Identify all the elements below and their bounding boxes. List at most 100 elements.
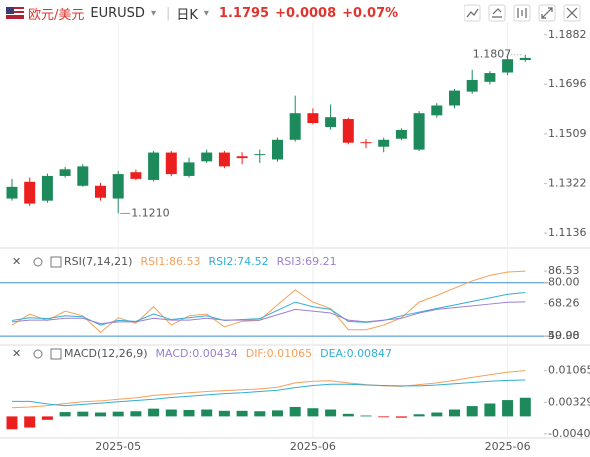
histogram-bar bbox=[360, 415, 372, 417]
eye-icon: ✕ bbox=[12, 255, 21, 268]
y-tick-label: 1.1136 bbox=[548, 226, 587, 239]
histogram-bar bbox=[519, 397, 531, 417]
eye-icon: ✕ bbox=[12, 347, 21, 360]
y-tick-label: 50.00 bbox=[548, 329, 580, 342]
y-tick-label: -0.00406 bbox=[548, 427, 590, 440]
dropdown-arrow[interactable]: ▾ bbox=[203, 7, 209, 19]
candle-body bbox=[236, 156, 248, 159]
histogram-bar bbox=[466, 406, 478, 417]
checkbox bbox=[50, 256, 62, 268]
legend-entry: DEA:0.00847 bbox=[320, 347, 392, 360]
histogram-bar bbox=[24, 416, 36, 428]
x-tick-label: 2025-06 bbox=[290, 440, 336, 453]
legend-entry: RSI1:86.53 bbox=[140, 255, 200, 268]
indicator-line bbox=[12, 379, 526, 407]
candle-body bbox=[289, 113, 301, 140]
candle-body bbox=[130, 172, 142, 179]
candle-body bbox=[466, 79, 478, 92]
indicator-title: MACD(12,26,9) bbox=[64, 347, 148, 360]
histogram-bar bbox=[59, 412, 71, 417]
y-tick-label: 1.1696 bbox=[548, 77, 587, 90]
histogram-bar bbox=[342, 413, 354, 417]
candle-body bbox=[165, 152, 177, 175]
legend-entry: DIF:0.01065 bbox=[246, 347, 312, 360]
x-tick-label: 2025-05 bbox=[95, 440, 141, 453]
y-tick-label: 68.26 bbox=[548, 297, 580, 310]
x-tick-label: 2025-06 bbox=[485, 440, 531, 453]
histogram-bar bbox=[6, 416, 18, 430]
y-tick-label: 0.00329 bbox=[548, 395, 590, 408]
histogram-bar bbox=[449, 409, 460, 417]
candle-body bbox=[6, 186, 18, 199]
histogram-bar bbox=[165, 409, 177, 417]
legend-entry: RSI3:69.21 bbox=[277, 255, 337, 268]
y-tick-label: 0.01065 bbox=[548, 364, 590, 377]
histogram-bar bbox=[148, 408, 160, 417]
histogram-bar bbox=[254, 411, 266, 417]
candle-body bbox=[449, 90, 460, 106]
symbol[interactable]: EURUSD bbox=[90, 5, 145, 21]
candle-body bbox=[378, 139, 390, 147]
candle-body bbox=[24, 181, 36, 204]
histogram-bar bbox=[95, 412, 106, 417]
histogram-bar bbox=[325, 409, 337, 417]
histogram-bar bbox=[41, 416, 53, 420]
candle-body bbox=[183, 162, 195, 176]
candle-body bbox=[395, 129, 407, 139]
divider: | bbox=[165, 5, 171, 21]
candle-body bbox=[413, 113, 425, 150]
candle-body bbox=[254, 154, 266, 156]
histogram-bar bbox=[112, 411, 124, 417]
candle-body bbox=[519, 57, 531, 61]
dropdown-arrow[interactable]: ▾ bbox=[150, 7, 156, 19]
candle-body bbox=[325, 117, 337, 128]
y-tick-label: 80.00 bbox=[548, 276, 580, 289]
y-tick-label: 49.98 bbox=[548, 329, 580, 342]
histogram-bar bbox=[431, 412, 443, 417]
y-tick-label: 1.1322 bbox=[548, 177, 587, 190]
candle-body bbox=[59, 169, 71, 176]
indicator-line bbox=[11, 291, 526, 326]
histogram-bar bbox=[218, 410, 230, 417]
indicator-line bbox=[11, 370, 526, 409]
candle-body bbox=[112, 174, 124, 199]
candle-body bbox=[148, 152, 160, 180]
indicator-title: RSI(7,14,21) bbox=[64, 255, 132, 268]
pair[interactable]: 欧元/美元 bbox=[28, 7, 85, 23]
y-tick-label: 1.1882 bbox=[548, 28, 587, 41]
settings-icon bbox=[33, 349, 43, 359]
candle-body bbox=[484, 73, 496, 82]
candle-body bbox=[502, 59, 514, 73]
candle-body bbox=[41, 175, 53, 201]
candle-body bbox=[272, 139, 283, 160]
histogram-bar bbox=[289, 406, 301, 417]
period[interactable]: 日K bbox=[176, 7, 198, 23]
candle-body bbox=[431, 105, 443, 116]
annotation: 1.1807 bbox=[473, 48, 512, 61]
histogram-bar bbox=[183, 409, 195, 417]
candle-body bbox=[307, 113, 319, 124]
histogram-bar bbox=[395, 416, 407, 418]
candle-body bbox=[77, 166, 89, 186]
candle-body bbox=[360, 142, 372, 144]
header: 欧元/美元 EURUSD ▾ | 日K ▾ 1.1795 +0.0008 +0.… bbox=[0, 0, 590, 26]
histogram-bar bbox=[236, 410, 248, 417]
histogram-bar bbox=[130, 411, 142, 417]
candle-body bbox=[95, 185, 106, 198]
candle-body bbox=[342, 119, 354, 143]
indicator-line bbox=[11, 301, 526, 325]
histogram-bar bbox=[484, 403, 496, 417]
flag-icon bbox=[6, 7, 24, 19]
legend-entry: RSI2:74.52 bbox=[209, 255, 269, 268]
change-pct: +0.07% bbox=[342, 5, 399, 21]
change: +0.0008 bbox=[275, 5, 337, 21]
toolbar[interactable] bbox=[464, 4, 584, 22]
annotation: 1.1210 bbox=[131, 206, 170, 219]
candle-body bbox=[218, 152, 230, 167]
candle-body bbox=[201, 152, 213, 162]
settings-icon bbox=[33, 257, 43, 267]
checkbox bbox=[50, 348, 62, 360]
histogram-bar bbox=[307, 408, 319, 417]
